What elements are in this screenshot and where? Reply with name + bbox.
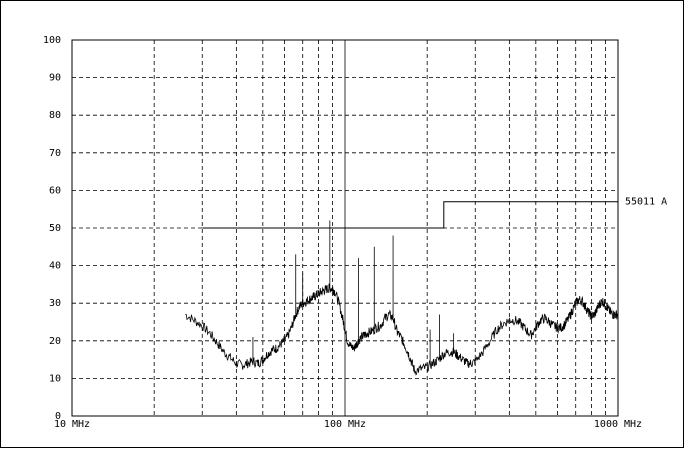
spike-layer bbox=[252, 220, 455, 366]
y-tick-label: 60 bbox=[49, 185, 61, 196]
plot-border bbox=[71, 39, 619, 417]
y-tick-label: 50 bbox=[49, 223, 61, 234]
series-layer bbox=[185, 283, 619, 376]
x-tick-label: 1000 MHz bbox=[594, 419, 642, 430]
limit-line-layer: 55011 A bbox=[202, 197, 667, 229]
x-tick-label: 10 MHz bbox=[54, 419, 90, 430]
series-line bbox=[185, 283, 619, 376]
y-tick-label: 70 bbox=[49, 148, 61, 159]
axes bbox=[71, 39, 619, 417]
y-tick-label: 0 bbox=[55, 411, 61, 422]
y-tick-label: 100 bbox=[43, 35, 61, 46]
limit-line bbox=[202, 201, 618, 229]
limit-line-label: 55011 A bbox=[625, 197, 667, 208]
x-tick-label: 100 MHz bbox=[324, 419, 366, 430]
y-tick-label: 40 bbox=[49, 261, 61, 272]
y-tick-label: 20 bbox=[49, 336, 61, 347]
y-tick-label: 90 bbox=[49, 73, 61, 84]
y-tick-label: 10 bbox=[49, 373, 61, 384]
y-tick-label: 80 bbox=[49, 110, 61, 121]
tick-labels: 0 10 20 30 40 50 60 70 80 90 100 10 MHz 100 MHz 1000 … bbox=[43, 35, 642, 430]
y-tick-label: 30 bbox=[49, 298, 61, 309]
